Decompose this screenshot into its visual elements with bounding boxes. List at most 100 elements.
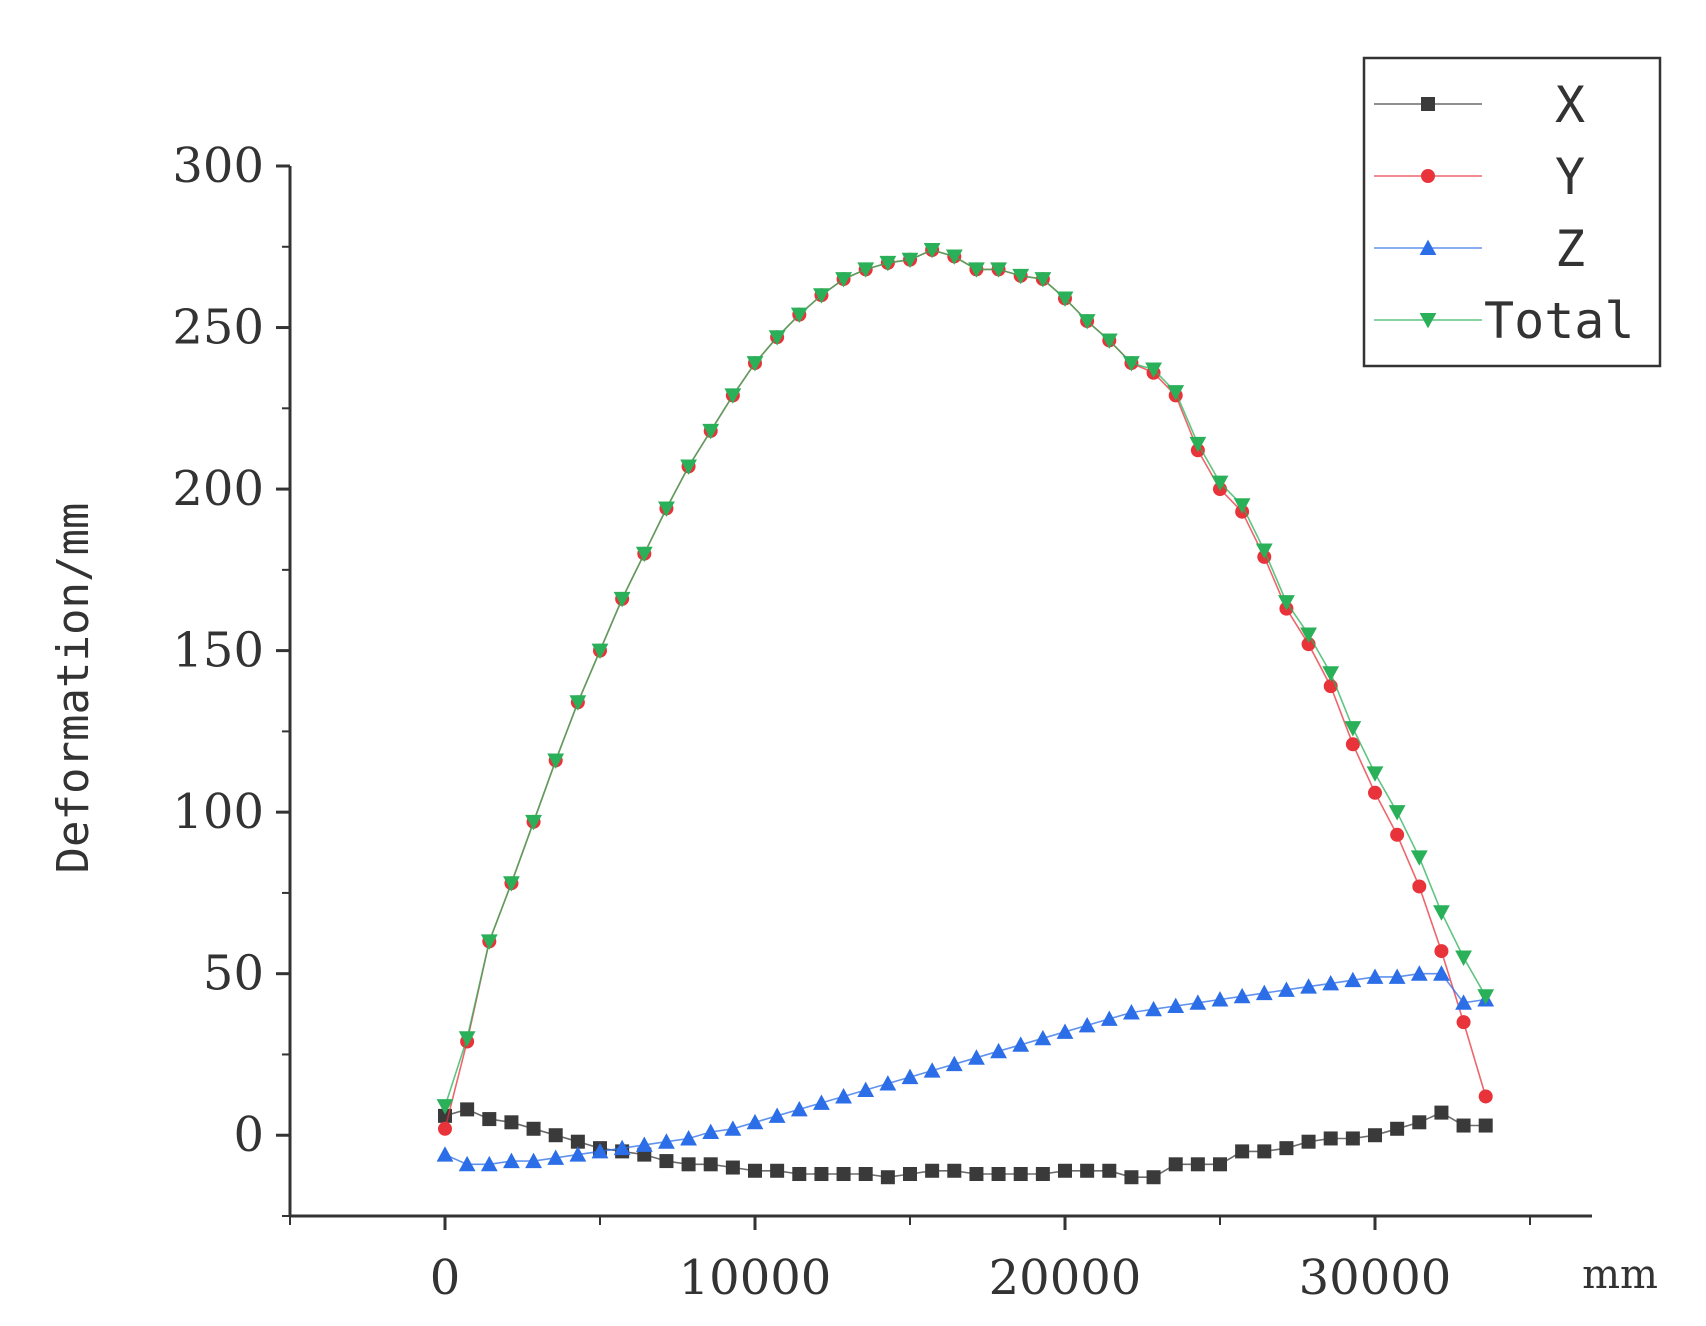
series-z-point bbox=[569, 1146, 587, 1162]
series-total-point bbox=[813, 288, 830, 304]
series-z-point bbox=[1278, 981, 1295, 997]
series-z-point bbox=[1300, 978, 1317, 994]
series-x-point bbox=[1456, 1118, 1471, 1133]
series-total-point bbox=[1255, 543, 1273, 559]
series-z-point bbox=[702, 1123, 720, 1139]
series-total-point bbox=[1078, 314, 1096, 330]
series-y-point bbox=[1478, 1089, 1493, 1104]
series-z-point bbox=[547, 1149, 565, 1165]
series-total-point bbox=[658, 501, 675, 517]
series-x-point bbox=[504, 1115, 519, 1130]
series-layer bbox=[436, 243, 1495, 1185]
series-x-point bbox=[1168, 1157, 1183, 1172]
series-z-point bbox=[1056, 1023, 1074, 1039]
series-x-point bbox=[526, 1121, 541, 1136]
series-y-point bbox=[1368, 785, 1382, 800]
legend-item-y: Y bbox=[1374, 148, 1585, 206]
series-z-point bbox=[1078, 1016, 1096, 1033]
series-z bbox=[436, 965, 1495, 1172]
series-z-point bbox=[658, 1133, 675, 1149]
y-tick-label: 100 bbox=[172, 784, 264, 840]
series-x-point bbox=[1279, 1141, 1294, 1156]
series-x-point bbox=[880, 1170, 895, 1185]
series-total-point bbox=[480, 934, 498, 950]
series-z-point bbox=[1388, 968, 1406, 984]
y-tick-label: 150 bbox=[172, 623, 264, 679]
series-z-point bbox=[746, 1113, 764, 1130]
series-total-point bbox=[768, 330, 786, 346]
x-tick-label: 0 bbox=[430, 1250, 461, 1306]
series-x-point bbox=[1345, 1131, 1360, 1146]
series-y-point bbox=[1434, 944, 1449, 959]
series-z-point bbox=[613, 1139, 631, 1156]
series-x-point bbox=[1102, 1163, 1117, 1178]
series-y-point bbox=[1345, 737, 1360, 752]
series-z-point bbox=[1344, 971, 1362, 988]
series-total-point bbox=[1167, 385, 1185, 401]
series-x-point bbox=[548, 1128, 563, 1143]
series-total-point bbox=[547, 753, 565, 769]
series-x-point bbox=[1190, 1157, 1205, 1172]
series-z-point bbox=[1410, 965, 1428, 981]
series-y bbox=[438, 243, 1493, 1136]
series-z-point bbox=[591, 1142, 609, 1159]
series-total-point bbox=[1145, 362, 1162, 378]
series-total-point bbox=[1056, 291, 1074, 307]
legend-label-total: Total bbox=[1484, 292, 1635, 350]
series-x-point bbox=[1323, 1131, 1338, 1146]
series-x-point bbox=[858, 1167, 873, 1181]
series-y-point bbox=[1390, 827, 1405, 842]
series-z-point bbox=[436, 1146, 454, 1162]
series-total-point bbox=[1123, 356, 1140, 372]
series-z-point bbox=[458, 1155, 476, 1172]
series-total-point bbox=[525, 814, 542, 831]
legend-label-z: Z bbox=[1555, 220, 1585, 278]
series-x-point bbox=[1390, 1121, 1405, 1136]
series-x-point bbox=[1235, 1144, 1250, 1159]
legend-item-z: Z bbox=[1374, 220, 1585, 278]
series-z-point bbox=[1433, 965, 1450, 981]
legend-item-total: Total bbox=[1374, 292, 1635, 350]
series-z-point bbox=[1211, 991, 1229, 1007]
series-z-point bbox=[503, 1152, 520, 1169]
series-total-point bbox=[702, 423, 720, 440]
series-x-point bbox=[748, 1163, 762, 1178]
series-x-point bbox=[792, 1167, 807, 1181]
series-z-point bbox=[1100, 1010, 1118, 1026]
series-z-point bbox=[480, 1155, 498, 1172]
series-total-point bbox=[1344, 721, 1362, 737]
series-x-point bbox=[659, 1154, 674, 1169]
series-z-point bbox=[901, 1068, 919, 1085]
series-total-point bbox=[1278, 595, 1295, 611]
series-total-point bbox=[1366, 766, 1384, 782]
series-x-point bbox=[836, 1167, 851, 1181]
series-y-point bbox=[1456, 1015, 1471, 1030]
series-total-point bbox=[569, 695, 587, 711]
series-x-point bbox=[925, 1163, 940, 1178]
series-z-point bbox=[857, 1081, 875, 1097]
series-x-point bbox=[903, 1167, 917, 1181]
series-x-point bbox=[1368, 1128, 1382, 1143]
series-z-point bbox=[1255, 984, 1273, 1001]
legend-item-x: X bbox=[1374, 76, 1585, 134]
series-total-point bbox=[990, 262, 1007, 278]
series-z-point bbox=[835, 1088, 852, 1104]
series-x-point bbox=[1035, 1167, 1050, 1181]
series-z-point bbox=[680, 1130, 697, 1146]
series-total-point bbox=[458, 1031, 476, 1047]
series-total-point bbox=[1211, 475, 1229, 492]
series-x-point bbox=[1412, 1115, 1427, 1130]
series-x-point bbox=[770, 1163, 785, 1178]
series-z-point bbox=[790, 1100, 808, 1117]
legend-marker-z bbox=[1419, 239, 1437, 255]
series-total-point bbox=[613, 591, 631, 608]
series-total-point bbox=[1322, 666, 1340, 682]
legend-marker-y bbox=[1421, 169, 1435, 183]
series-total-line bbox=[444, 249, 1487, 1107]
series-x-point bbox=[1434, 1105, 1449, 1120]
series-x-point bbox=[969, 1167, 984, 1181]
x-axis-unit-label: mm bbox=[1582, 1252, 1658, 1298]
series-total-point bbox=[968, 262, 985, 278]
series-x-point bbox=[1080, 1163, 1095, 1178]
x-tick-label: 30000 bbox=[1299, 1250, 1452, 1306]
